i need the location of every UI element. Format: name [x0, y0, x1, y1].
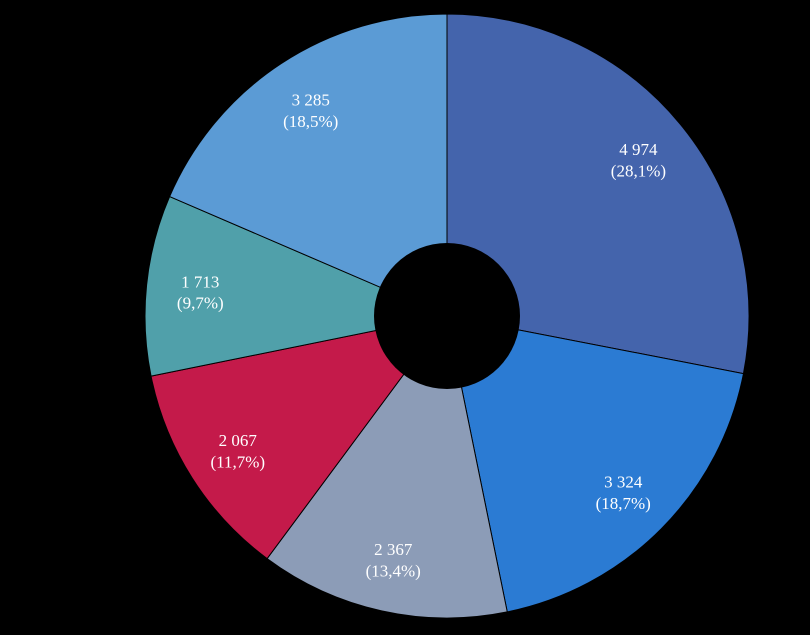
slice-percent-label: (9,7%) — [177, 294, 224, 313]
slice-label-0: 4 974 (28,1%) — [611, 140, 666, 180]
slice-label-2: 2 367 (13,4%) — [366, 540, 421, 580]
pie-slice-1[interactable] — [446, 315, 745, 613]
slice-percent-label: (11,7%) — [210, 452, 265, 471]
slice-value-label: 2 367 — [374, 540, 413, 559]
slice-value-label: 4 974 — [619, 140, 658, 159]
slice-value-label: 3 285 — [292, 91, 330, 110]
slice-percent-label: (13,4%) — [366, 561, 421, 580]
donut-hole — [374, 243, 520, 389]
slice-percent-label: (28,1%) — [611, 161, 666, 180]
pie-slice-3[interactable] — [150, 315, 449, 560]
pie-slice-4[interactable] — [144, 195, 449, 377]
slice-label-1: 3 324 (18,7%) — [596, 473, 651, 513]
slice-value-label: 2 067 — [219, 431, 258, 450]
slice-value-label: 1 713 — [181, 272, 219, 291]
slice-percent-label: (18,7%) — [596, 494, 651, 513]
pie-slice-2[interactable] — [266, 314, 508, 619]
slice-percent-label: (18,5%) — [283, 112, 338, 131]
pie-slice-0[interactable] — [446, 13, 750, 375]
slice-value-label: 3 324 — [604, 473, 643, 492]
slice-label-4: 1 713 (9,7%) — [177, 272, 224, 312]
pie-slice-5[interactable] — [168, 13, 448, 317]
slice-label-3: 2 067 (11,7%) — [210, 431, 265, 471]
slice-label-5: 3 285 (18,5%) — [283, 91, 338, 131]
